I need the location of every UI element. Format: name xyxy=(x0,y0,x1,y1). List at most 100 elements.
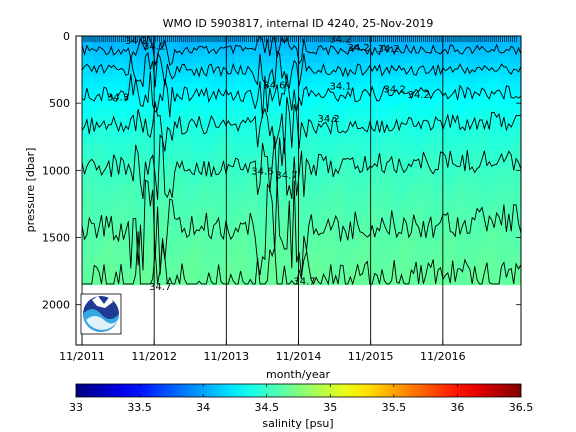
field-cell xyxy=(279,103,292,111)
field-cell xyxy=(147,257,160,265)
field-cell xyxy=(356,250,368,259)
field-cell xyxy=(268,183,281,192)
field-cell xyxy=(279,210,292,218)
field-cell xyxy=(235,210,248,218)
field-cell xyxy=(268,103,281,111)
field-cell xyxy=(235,237,248,245)
field-cell xyxy=(466,62,478,71)
field-cell xyxy=(114,76,127,84)
field-cell xyxy=(499,150,511,158)
field-cell xyxy=(422,163,434,171)
field-cell xyxy=(125,277,138,286)
field-cell xyxy=(301,69,314,77)
field-cell xyxy=(235,96,248,104)
field-cell xyxy=(92,49,105,57)
field-cell xyxy=(235,156,248,165)
field-cell xyxy=(257,190,270,198)
field-cell xyxy=(257,197,270,205)
field-cell xyxy=(367,109,379,118)
field-cell xyxy=(312,183,325,192)
field-cell xyxy=(169,203,182,212)
field-cell xyxy=(356,130,368,138)
field-cell xyxy=(499,203,511,212)
field-cell xyxy=(202,217,215,225)
field-cell xyxy=(323,156,336,165)
field-cell xyxy=(488,230,500,239)
field-cell xyxy=(488,237,500,245)
field-cell xyxy=(191,230,204,239)
field-cell xyxy=(400,277,412,286)
field-cell xyxy=(191,56,204,64)
field-cell xyxy=(411,203,423,212)
field-cell xyxy=(268,277,281,286)
field-cell xyxy=(466,197,478,205)
field-cell xyxy=(334,56,346,64)
field-cell xyxy=(477,103,489,111)
field-cell xyxy=(433,190,445,198)
field-cell xyxy=(158,156,171,165)
field-cell xyxy=(334,69,346,77)
field-cell xyxy=(323,56,336,64)
field-cell xyxy=(257,203,270,212)
field-cell xyxy=(411,83,423,91)
field-cell xyxy=(323,42,336,51)
field-cell xyxy=(224,264,237,272)
field-cell xyxy=(433,109,445,118)
field-cell xyxy=(433,224,445,232)
field-cell xyxy=(202,190,215,198)
field-cell xyxy=(433,143,445,151)
field-cell xyxy=(125,49,138,57)
field-cell xyxy=(312,83,325,91)
contour-label: 34.3 xyxy=(107,93,129,104)
field-cell xyxy=(345,62,357,71)
field-cell xyxy=(433,210,445,218)
field-cell xyxy=(82,250,94,259)
field-cell xyxy=(378,210,390,218)
field-cell xyxy=(499,69,511,77)
field-cell xyxy=(114,150,127,158)
field-cell xyxy=(158,237,171,245)
field-cell xyxy=(334,136,346,145)
field-cell xyxy=(356,56,368,64)
field-cell xyxy=(389,183,401,192)
field-cell xyxy=(103,123,116,131)
field-cell xyxy=(466,177,478,185)
field-cell xyxy=(82,69,94,77)
field-cell xyxy=(202,150,215,158)
field-cell xyxy=(477,217,489,225)
field-cell xyxy=(136,197,149,205)
field-cell xyxy=(444,197,456,205)
field-cell xyxy=(488,103,500,111)
field-cell xyxy=(213,123,226,131)
field-cell xyxy=(191,277,204,286)
field-cell xyxy=(444,250,456,259)
field-cell xyxy=(367,230,379,239)
field-cell xyxy=(444,237,456,245)
field-cell xyxy=(103,69,116,77)
field-cell xyxy=(268,163,281,171)
colorbar-tick-label: 35.5 xyxy=(382,401,407,414)
field-cell xyxy=(158,217,171,225)
field-cell xyxy=(246,257,259,265)
field-cell xyxy=(510,217,521,225)
field-cell xyxy=(191,177,204,185)
field-cell xyxy=(510,123,521,131)
field-cell xyxy=(290,197,303,205)
field-cell xyxy=(411,224,423,232)
field-cell xyxy=(433,136,445,145)
field-cell xyxy=(367,103,379,111)
field-cell xyxy=(180,76,193,84)
field-cell xyxy=(455,49,467,57)
field-cell xyxy=(389,230,401,239)
field-cell xyxy=(499,183,511,192)
colorbar-tick-label: 33.5 xyxy=(127,401,152,414)
field-cell xyxy=(257,156,270,165)
field-cell xyxy=(378,217,390,225)
field-cell xyxy=(345,36,357,44)
field-cell xyxy=(378,183,390,192)
field-cell xyxy=(257,136,270,145)
field-cell xyxy=(191,130,204,138)
field-cell xyxy=(125,123,138,131)
field-cell xyxy=(92,230,105,239)
field-cell xyxy=(92,210,105,218)
